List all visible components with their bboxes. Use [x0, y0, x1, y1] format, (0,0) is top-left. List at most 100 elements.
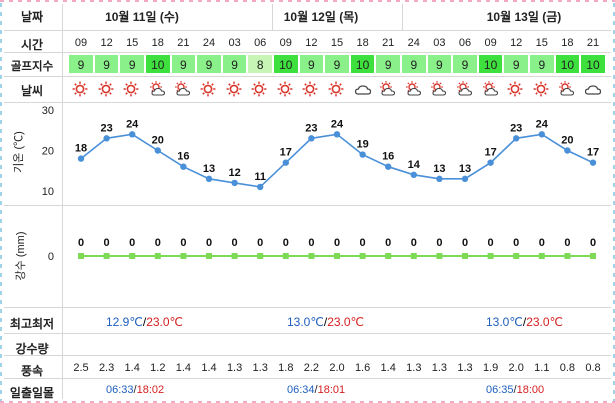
wind-cell: 1.6 — [354, 362, 371, 374]
partly-cloudy-icon — [558, 81, 576, 97]
divider — [4, 307, 611, 308]
sunrise-row-label: 일출일몰 — [9, 386, 55, 400]
sunrise-sunset-day-3: 06:35/18:00 — [486, 384, 545, 396]
partly-cloudy-icon — [405, 81, 423, 97]
y-tick-label: 20 — [42, 146, 54, 158]
rainfall-data-label: 0 — [590, 237, 596, 249]
golf-index-cell: 10 — [477, 54, 504, 74]
temperature-data-label: 24 — [536, 118, 549, 130]
golf-index-cell: 9 — [324, 54, 350, 74]
rainfall-point — [513, 253, 520, 259]
temperature-point — [103, 135, 110, 142]
wind-cell: 1.4 — [175, 362, 192, 374]
temperature-point — [461, 175, 469, 183]
wind-cell: 1.4 — [380, 362, 396, 374]
sunset-time: 18:02 — [136, 384, 165, 396]
temperature-data-label: 14 — [408, 159, 421, 171]
time-cell: 06 — [458, 37, 472, 49]
temperature-point — [205, 175, 213, 183]
rainfall-point — [462, 253, 468, 259]
date-row-label: 날짜 — [20, 10, 44, 24]
divider — [4, 205, 611, 206]
rainfall-data-label: 0 — [436, 237, 442, 249]
wind-cell: 1.8 — [278, 362, 294, 374]
temperature-data-label: 18 — [75, 143, 87, 155]
rainfall-point — [78, 253, 84, 259]
temperature-data-label: 20 — [561, 135, 573, 147]
temperature-data-label: 19 — [356, 139, 368, 151]
temperature-data-label: 17 — [280, 147, 292, 159]
temperature-point — [589, 159, 597, 166]
partly-cloudy-icon — [430, 81, 448, 97]
rainfall-data-label: 0 — [360, 237, 366, 249]
divider — [272, 4, 273, 30]
rainfall-point — [231, 253, 238, 259]
sunset-time: 18:00 — [516, 384, 545, 396]
temperature-point — [436, 175, 443, 183]
time-cell: 18 — [561, 37, 574, 49]
rainfall-data-label: 0 — [180, 237, 186, 249]
wind-cell: 1.3 — [431, 362, 448, 374]
golf-index-cell: 9 — [375, 54, 401, 74]
wind-cell: 1.4 — [124, 362, 140, 374]
divider — [4, 378, 611, 379]
y-tick-label: 10 — [42, 186, 54, 198]
temperature-point — [385, 163, 392, 170]
time-cell: 15 — [126, 37, 139, 49]
day-header-2: 10월 12일 (목) — [283, 10, 359, 24]
wind-cell: 0.8 — [585, 362, 601, 374]
rainfall-data-label: 0 — [411, 237, 417, 249]
wind-cell: 1.4 — [201, 362, 217, 374]
rainfall-point — [564, 253, 571, 259]
divider — [4, 333, 611, 334]
wind-cell: 1.3 — [226, 362, 243, 374]
time-cell: 12 — [510, 37, 523, 49]
rainfall-data-label: 0 — [129, 237, 135, 249]
rainfall-point — [334, 253, 340, 259]
time-cell: 09 — [484, 37, 497, 49]
golf-index-cell: 9 — [298, 54, 325, 74]
day-header-1: 10월 11일 (수) — [105, 10, 179, 24]
temperature-point — [487, 159, 494, 166]
divider — [4, 30, 611, 31]
temperature-data-label: 11 — [254, 171, 266, 183]
day-header-3: 10월 13일 (금) — [486, 10, 562, 24]
time-cell: 12 — [305, 37, 318, 49]
rainfall-point — [538, 253, 545, 259]
y-tick-label: 30 — [42, 105, 54, 117]
sun-icon — [72, 81, 90, 97]
rainfall-point — [359, 253, 366, 259]
golf-index-cell: 9 — [221, 54, 248, 74]
temperature-data-label: 24 — [331, 118, 344, 130]
wind-cell: 1.3 — [252, 362, 268, 374]
rainfall-data-label: 0 — [564, 237, 570, 249]
temperature-data-label: 13 — [433, 163, 445, 175]
golf-index-cell: 10 — [145, 54, 171, 74]
max-temp: 23.0℃ — [146, 315, 184, 329]
temperature-data-label: 23 — [100, 122, 112, 134]
temperature-point — [154, 147, 161, 154]
golf-index-cell: 10 — [349, 54, 376, 74]
min-temp: 13.0℃ — [287, 315, 324, 329]
time-cell: 24 — [407, 37, 420, 49]
golf-index-cell: 10 — [580, 54, 606, 74]
sun-icon — [277, 81, 295, 97]
sun-icon — [226, 81, 244, 97]
partly-cloudy-icon — [456, 81, 474, 97]
wind-cell: 1.3 — [457, 362, 473, 374]
divider — [4, 52, 611, 53]
y-tick-label: 0 — [48, 251, 54, 263]
rainfall-data-label: 0 — [513, 237, 519, 249]
temperature-point — [231, 179, 238, 187]
time-cell: 21 — [177, 37, 190, 49]
max-temp: 23.0℃ — [327, 315, 365, 329]
minmax-day-2: 13.0℃/23.0℃ — [287, 315, 365, 329]
temperature-point — [282, 159, 289, 166]
sun-icon — [123, 81, 141, 97]
rainfall-point — [308, 253, 315, 259]
golf-index-cell: 8 — [247, 54, 273, 74]
divider — [4, 102, 611, 103]
golf-index-cell: 9 — [119, 54, 145, 74]
time-cell: 03 — [433, 37, 446, 49]
